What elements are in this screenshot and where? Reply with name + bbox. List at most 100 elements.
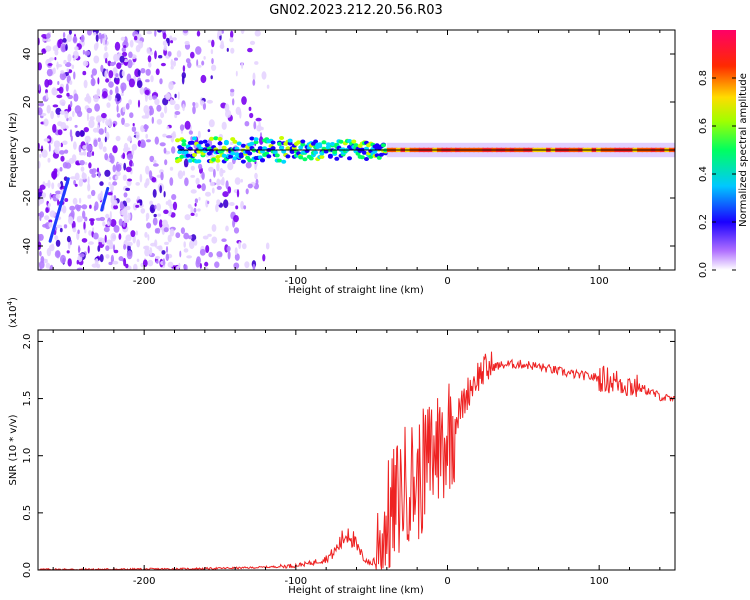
noise-blob — [179, 250, 182, 258]
noise-blob — [233, 262, 240, 269]
y-tick-label: 20 — [22, 96, 33, 109]
x-tick-label: 0 — [444, 576, 450, 587]
x-tick-label: -100 — [284, 276, 307, 287]
noise-blob — [79, 253, 85, 258]
noise-blob — [59, 110, 66, 115]
noise-blob — [42, 38, 46, 42]
noise-blob — [52, 45, 59, 52]
noise-blob — [47, 63, 53, 66]
carrier-blob — [330, 142, 335, 146]
noise-blob — [247, 47, 253, 53]
noise-blob — [162, 133, 167, 138]
noise-blob — [66, 68, 70, 72]
noise-blob — [103, 226, 110, 233]
noise-blob — [137, 69, 141, 77]
noise-blob — [74, 46, 79, 51]
carrier-blob — [213, 136, 219, 141]
snr-series-line — [38, 351, 675, 570]
noise-blob — [65, 44, 68, 51]
noise-blob — [80, 166, 85, 172]
noise-blob — [97, 171, 101, 178]
carrier-blob — [351, 139, 357, 144]
noise-blob — [135, 204, 140, 208]
noise-blob — [174, 57, 178, 61]
carrier-blob — [196, 159, 202, 164]
noise-blob — [146, 47, 151, 54]
noise-blob — [110, 232, 117, 242]
noise-blob — [102, 221, 106, 227]
noise-blob — [51, 170, 58, 179]
noise-blob — [115, 135, 121, 142]
noise-blob — [91, 68, 98, 76]
carrier-blob — [313, 150, 319, 155]
noise-blob — [208, 251, 213, 258]
noise-blob — [41, 34, 47, 38]
noise-blob — [185, 58, 191, 64]
noise-blob — [124, 147, 131, 151]
noise-blob — [146, 30, 153, 35]
noise-blob — [207, 233, 212, 237]
noise-blob — [127, 178, 133, 182]
y-tick-label: 1.0 — [22, 448, 33, 464]
snr-frame — [37, 329, 676, 571]
noise-blob — [190, 212, 195, 216]
noise-blob — [206, 99, 213, 104]
noise-blob — [39, 153, 42, 158]
noise-blob — [64, 149, 69, 154]
noise-blob — [112, 164, 117, 173]
noise-blob — [45, 92, 49, 100]
noise-blob — [70, 100, 73, 108]
noise-blob — [169, 209, 172, 216]
noise-blob — [72, 55, 75, 59]
noise-blob — [91, 263, 98, 268]
carrier-blob — [368, 154, 374, 159]
noise-blob — [167, 38, 170, 47]
noise-blob — [211, 39, 215, 48]
carrier-blob — [361, 150, 367, 155]
noise-blob — [114, 41, 121, 51]
carrier-blob — [221, 153, 227, 158]
noise-blob — [101, 112, 107, 119]
noise-blob — [139, 87, 145, 95]
noise-blob — [48, 222, 53, 228]
noise-blob — [216, 185, 222, 190]
noise-blob — [90, 219, 94, 226]
noise-blob — [239, 110, 242, 119]
noise-blob — [205, 191, 211, 197]
noise-blob — [187, 61, 192, 69]
noise-blob — [138, 40, 144, 49]
noise-blob — [233, 227, 240, 234]
noise-blob — [112, 181, 118, 186]
noise-blob — [160, 171, 164, 181]
carrier-blob — [230, 151, 236, 156]
noise-blob — [39, 250, 42, 257]
noise-blob — [183, 248, 189, 253]
noise-blob — [150, 75, 154, 83]
noise-blob — [240, 200, 245, 210]
noise-blob — [101, 33, 105, 39]
noise-blob — [202, 235, 209, 240]
noise-blob — [184, 40, 190, 46]
noise-blob — [195, 46, 202, 55]
noise-blob — [201, 60, 205, 66]
noise-blob — [242, 243, 247, 250]
noise-blob — [192, 102, 196, 107]
noise-blob — [110, 254, 114, 264]
noise-blob — [194, 239, 198, 246]
noise-blob — [195, 177, 200, 185]
noise-blob — [229, 202, 235, 206]
noise-blob — [47, 79, 53, 86]
carrier-blob — [247, 151, 253, 156]
noise-blob — [190, 206, 194, 215]
y-tick-label: 2.0 — [22, 333, 33, 349]
noise-blob — [244, 121, 250, 127]
noise-blob — [121, 208, 128, 217]
carrier-blob — [321, 140, 327, 145]
noise-blob — [108, 181, 111, 186]
noise-blob — [102, 39, 106, 46]
noise-blob — [71, 154, 77, 163]
noise-blob — [131, 149, 135, 156]
noise-blob — [112, 145, 118, 154]
noise-blob — [172, 60, 176, 67]
carrier-blob — [232, 156, 238, 161]
